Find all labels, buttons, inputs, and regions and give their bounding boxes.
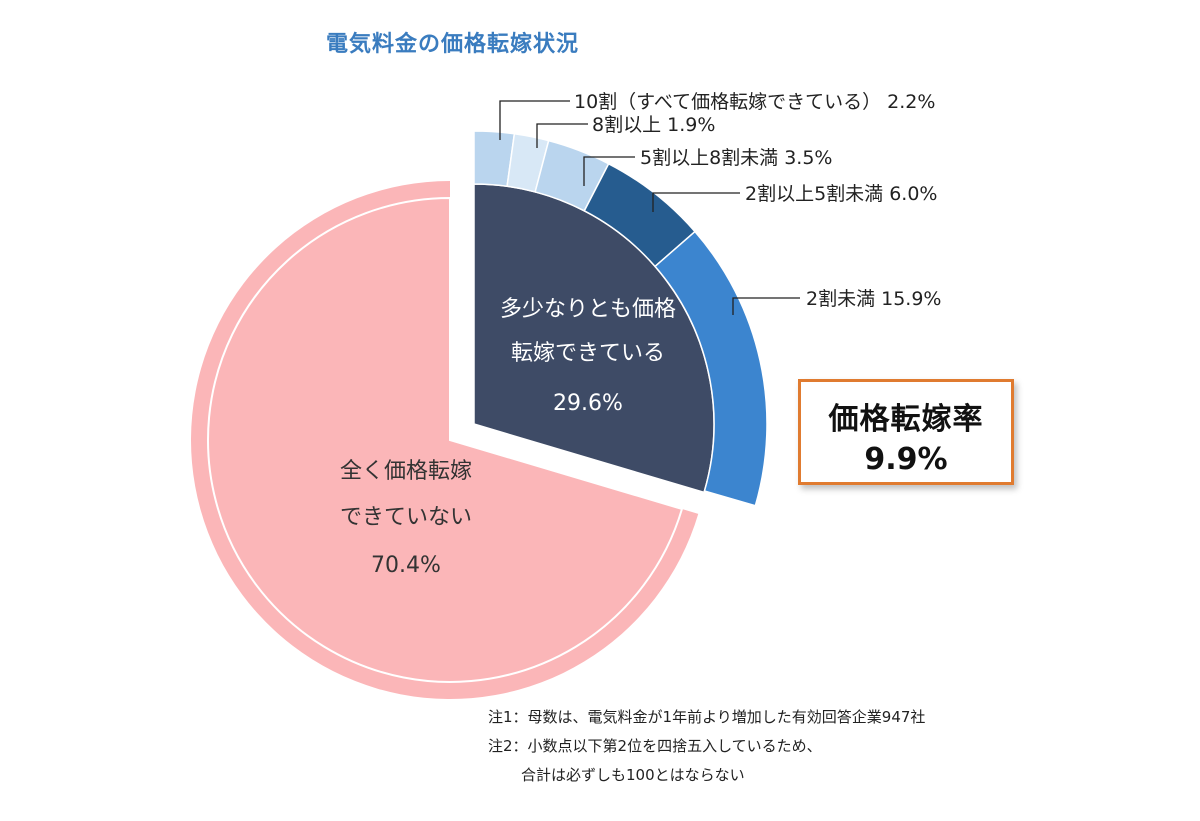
breakdown-slice-4 xyxy=(653,230,768,507)
leader-lines xyxy=(499,100,800,315)
label-2-5wari: 2割以上5割未満 6.0% xyxy=(745,183,938,205)
label-10wari: 10割（すべて価格転嫁できている） 2.2% xyxy=(574,91,935,113)
pass-through-rate-label: 価格転嫁率 xyxy=(828,402,984,437)
pie-slice-group-some xyxy=(473,130,768,507)
leader-line-8wari xyxy=(536,123,588,148)
none-value: 70.4% xyxy=(371,553,441,578)
label-5-8wari: 5割以上8割未満 3.5% xyxy=(640,147,833,169)
pie-slice-group-none xyxy=(190,181,699,700)
some-value: 29.6% xyxy=(553,391,623,416)
footnotes: 注1：母数は、電気料金が1年前より増加した有効回答企業947社 注2：小数点以下… xyxy=(488,703,925,790)
footnote-3: 合計は必ずしも100とはならない xyxy=(521,766,745,784)
label-under2wari: 2割未満 15.9% xyxy=(806,288,942,310)
some-label-line1: 多少なりとも価格 xyxy=(500,297,676,322)
pie-slice-none-inner-ring xyxy=(207,196,684,683)
chart-title: 電気料金の価格転嫁状況 xyxy=(326,32,580,57)
leader-line-2-5wari xyxy=(652,192,740,212)
pie-slice-none xyxy=(190,181,699,700)
some-label-line2: 転嫁できている xyxy=(511,341,665,366)
leader-line-under2wari xyxy=(732,297,800,315)
none-label-line1: 全く価格転嫁 xyxy=(340,459,472,484)
pass-through-rate-box: 価格転嫁率 9.9% xyxy=(798,379,1014,485)
footnote-1: 注1：母数は、電気料金が1年前より増加した有効回答企業947社 xyxy=(488,708,926,726)
none-label-line2: できていない xyxy=(340,505,472,530)
leader-line-5-8wari xyxy=(583,156,635,186)
label-8wari: 8割以上 1.9% xyxy=(592,114,715,136)
footnote-2: 注2：小数点以下第2位を四捨五入しているため、 xyxy=(488,737,822,755)
leader-line-10wari xyxy=(499,100,570,140)
pass-through-rate-value: 9.9% xyxy=(864,442,948,477)
